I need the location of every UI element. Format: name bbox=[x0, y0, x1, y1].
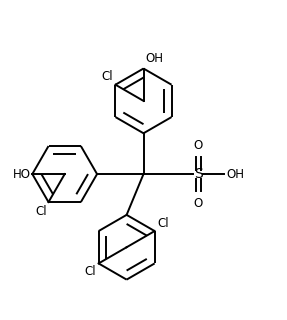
Text: Cl: Cl bbox=[101, 70, 113, 83]
Text: Cl: Cl bbox=[157, 217, 168, 230]
Text: HO: HO bbox=[13, 168, 31, 180]
Text: OH: OH bbox=[145, 52, 163, 65]
Text: O: O bbox=[194, 196, 203, 210]
Text: Cl: Cl bbox=[36, 205, 47, 218]
Text: O: O bbox=[194, 139, 203, 152]
Text: Cl: Cl bbox=[85, 265, 96, 278]
Text: OH: OH bbox=[226, 168, 244, 180]
Text: S: S bbox=[194, 167, 203, 181]
